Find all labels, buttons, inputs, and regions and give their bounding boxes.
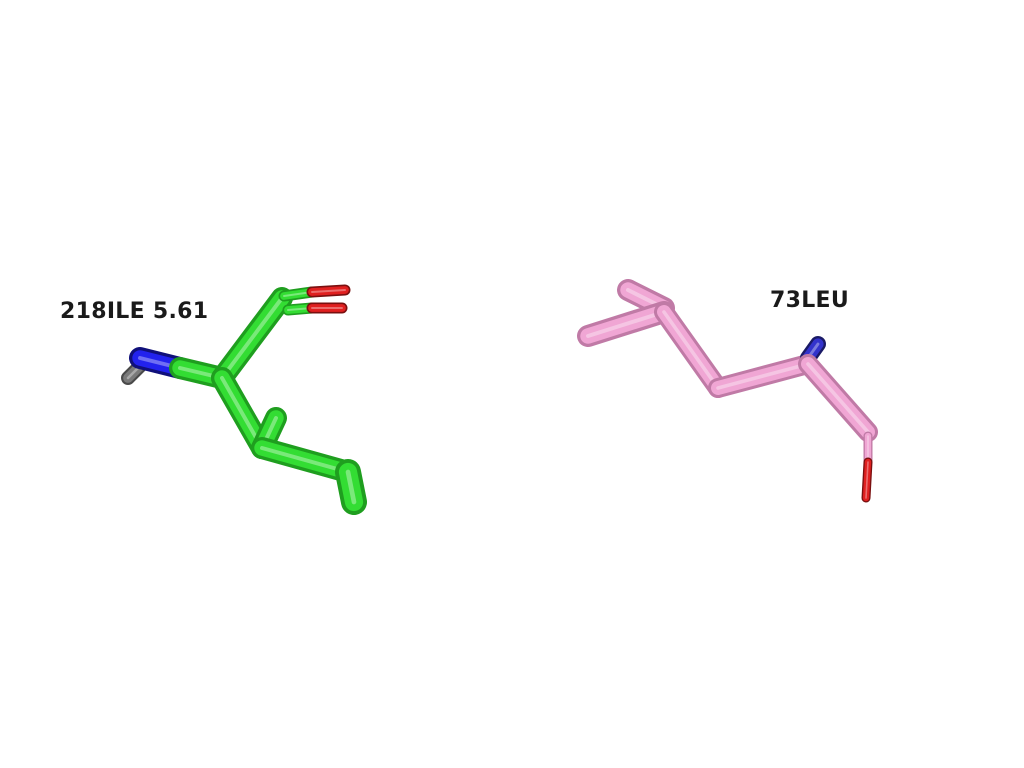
bond-cb-cg1: [251, 437, 359, 483]
residue-ile-218-sticks: [121, 284, 367, 515]
bond-c-o-oxygen-half: [861, 457, 873, 503]
bond-cb-ca: [708, 354, 818, 398]
residue-label-ile-218: 218ILE 5.61: [60, 299, 209, 324]
residue-label-leu-73: 73LEU: [770, 288, 850, 313]
bond-cd1-cg: [577, 301, 675, 347]
bond-ca-c: [211, 287, 293, 389]
bond-cg1-cd1: [335, 459, 367, 515]
bond-c-o-1-oxygen-half: [306, 284, 351, 298]
bond-ca-c: [798, 354, 878, 442]
bond-cg-cb: [654, 302, 728, 398]
residue-leu-73-sticks: [577, 279, 878, 503]
